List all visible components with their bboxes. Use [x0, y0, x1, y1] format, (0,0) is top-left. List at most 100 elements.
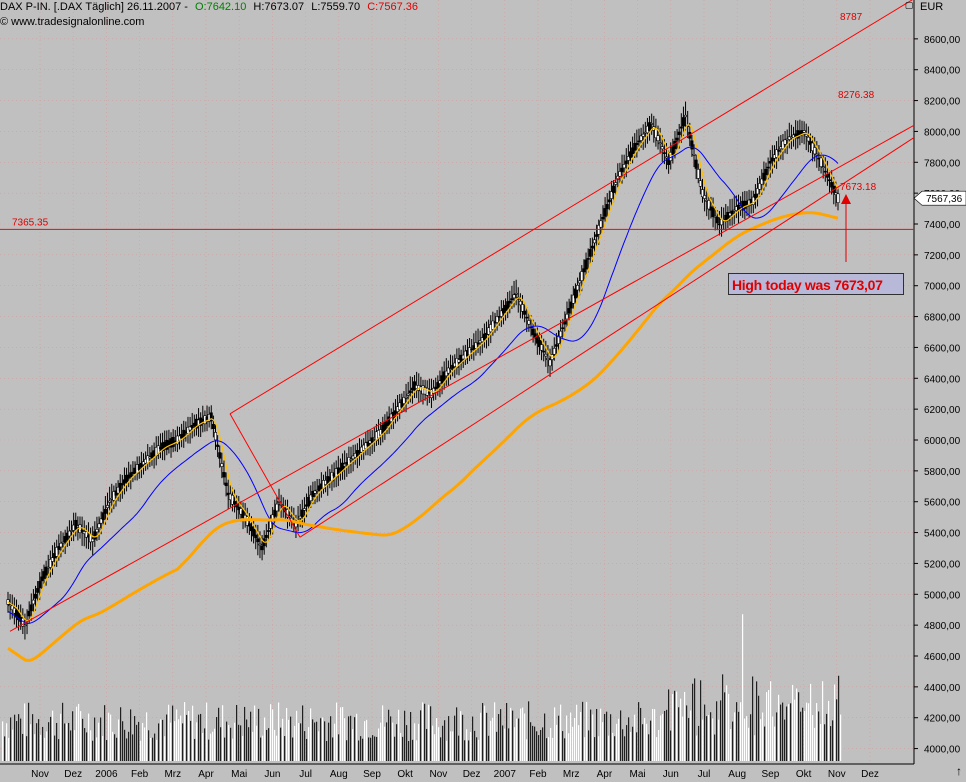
volume-bar	[182, 723, 184, 761]
ma-fast-line	[7, 124, 839, 622]
volume-bar	[48, 722, 50, 761]
candle-body	[258, 543, 262, 546]
y-tick-label: 4200,00	[924, 714, 961, 725]
candle-body	[823, 170, 827, 173]
volume-bar	[4, 736, 6, 761]
volume-bar	[692, 683, 694, 761]
volume-bar	[618, 718, 620, 761]
volume-bar	[472, 716, 474, 761]
volume-bar	[292, 737, 294, 761]
candle-body	[510, 298, 514, 301]
candle-body	[626, 156, 630, 161]
pin-icon[interactable]: ▢	[904, 0, 914, 10]
volume-bar	[606, 711, 608, 761]
volume-bar	[250, 711, 252, 761]
volume-bar	[596, 709, 598, 761]
x-tick-label: Aug	[728, 769, 746, 780]
candle-body	[781, 140, 785, 150]
volume-bar	[478, 739, 480, 761]
volume-bar	[432, 725, 434, 761]
volume-bar	[102, 735, 104, 761]
volume-bar	[62, 702, 64, 761]
volume-bar	[2, 721, 4, 761]
volume-bar	[110, 714, 112, 761]
volume-bar	[186, 714, 188, 761]
y-tick-label: 4400,00	[924, 683, 961, 694]
volume-bar	[712, 718, 714, 761]
candle-body	[586, 258, 590, 260]
candle-body	[751, 196, 755, 205]
volume-bar	[608, 735, 610, 761]
volume-bar	[218, 707, 220, 761]
instrument-label: DAX P-IN. [.DAX Täglich] 26.11.2007 -	[0, 1, 188, 13]
volume-bar	[272, 709, 274, 761]
x-tick-label: Nov	[31, 769, 49, 780]
volume-bar	[768, 690, 770, 761]
candle-body	[571, 294, 575, 304]
candle-body	[190, 425, 194, 428]
volume-bar	[204, 728, 206, 761]
volume-bar	[160, 719, 162, 761]
candle-body	[34, 593, 38, 599]
candle-body	[768, 161, 772, 164]
candle-body	[311, 491, 315, 497]
candle-body	[256, 538, 260, 543]
candle-body	[434, 386, 438, 390]
candle-body	[715, 217, 719, 224]
candle-body	[404, 397, 408, 399]
y-tick-label: 7400,00	[924, 220, 961, 231]
volume-bar	[362, 738, 364, 761]
volume-bar	[248, 727, 250, 761]
candle-body	[525, 316, 529, 319]
candle-body	[84, 531, 88, 538]
candle-body	[559, 330, 563, 338]
volume-bar	[708, 715, 710, 761]
candle-body	[631, 147, 635, 154]
volume-bar	[566, 715, 568, 761]
scroll-up-icon[interactable]: ↑	[956, 764, 962, 778]
volume-bar	[418, 723, 420, 761]
volume-bar	[676, 691, 678, 761]
volume-bar	[74, 730, 76, 761]
volume-bar	[18, 714, 20, 761]
candle-body	[446, 367, 450, 374]
candle-body	[38, 581, 42, 589]
volume-bar	[658, 729, 660, 761]
volume-bar	[308, 727, 310, 761]
volume-bar	[26, 736, 28, 761]
candle-body	[482, 333, 486, 341]
volume-bar	[570, 712, 572, 761]
volume-bar	[14, 714, 16, 761]
volume-bar	[652, 708, 654, 761]
open-value: O:7642.10	[194, 1, 247, 13]
candle-body	[211, 423, 215, 430]
volume-bar	[326, 740, 328, 761]
candle-body	[561, 327, 565, 330]
candle-body	[804, 134, 808, 137]
volume-bar	[66, 723, 68, 761]
volume-bar	[732, 721, 734, 761]
volume-bar	[420, 710, 422, 761]
volume-bar	[166, 714, 168, 761]
candle-body	[313, 490, 317, 494]
candle-body	[349, 458, 353, 461]
volume-bar	[674, 690, 676, 761]
candle-body	[554, 344, 558, 347]
volume-bar	[44, 737, 46, 761]
candle-body	[802, 130, 806, 133]
candle-body	[17, 612, 21, 621]
candle-body	[787, 136, 791, 140]
volume-bar	[88, 713, 90, 761]
volume-bar	[264, 717, 266, 761]
volume-bar	[330, 716, 332, 761]
candle-body	[508, 300, 512, 304]
x-tick-label: Sep	[363, 769, 381, 780]
volume-bar	[486, 712, 488, 761]
volume-bar	[780, 704, 782, 761]
candle-body	[67, 530, 71, 537]
candle-body	[429, 389, 433, 398]
candle-body	[711, 207, 715, 218]
volume-bar	[96, 737, 98, 761]
volume-bar	[576, 704, 578, 761]
